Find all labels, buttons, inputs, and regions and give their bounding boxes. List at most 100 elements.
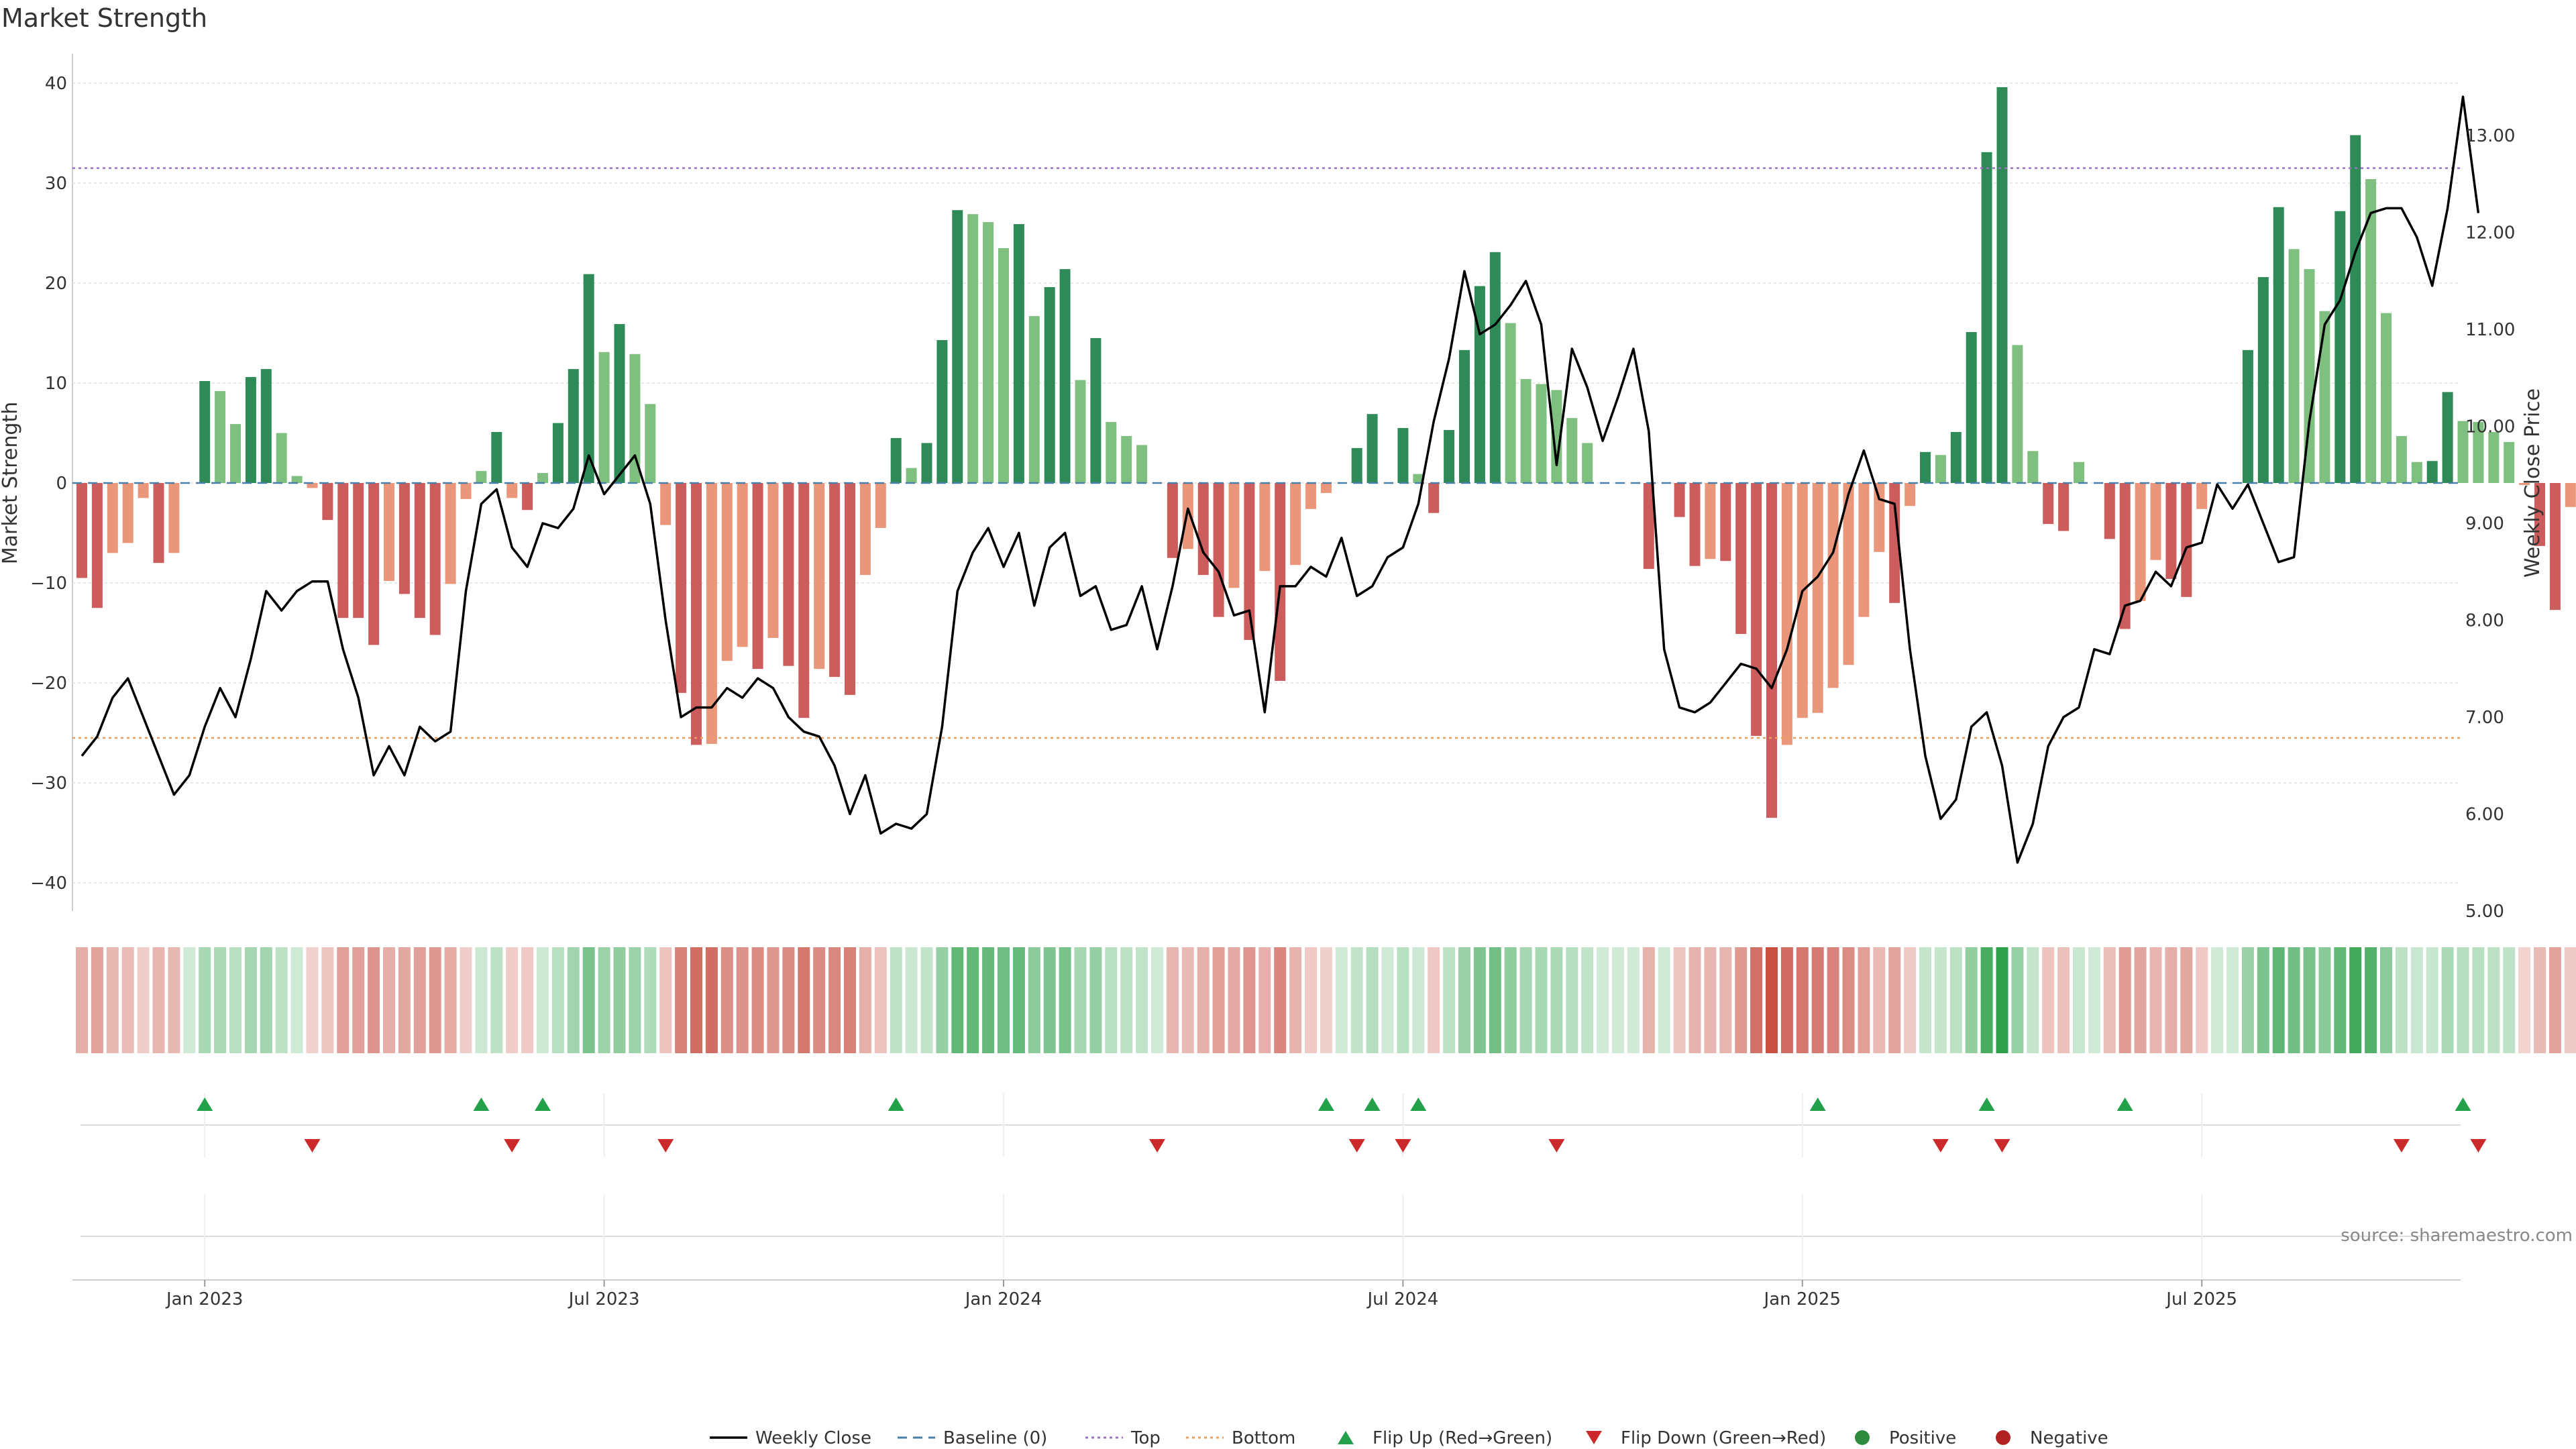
heat-cell [613, 947, 626, 1053]
strength-bar [629, 354, 641, 483]
heat-cell [1811, 947, 1824, 1053]
strength-bar [906, 468, 917, 483]
heat-cell [214, 947, 227, 1053]
strength-bar [1106, 422, 1117, 483]
heat-cell [2073, 947, 2085, 1053]
heat-cell [2211, 947, 2224, 1053]
left-tick-label: 40 [45, 74, 67, 94]
strength-bar [1397, 428, 1409, 483]
heat-cell [260, 947, 272, 1053]
strength-bar [2473, 422, 2484, 483]
heat-cell [2303, 947, 2316, 1053]
strength-bar [2534, 483, 2545, 546]
heat-cell [1012, 947, 1025, 1053]
legend-item: Flip Up (Red→Green) [1338, 1428, 1552, 1448]
right-tick-label: 6.00 [2465, 805, 2504, 825]
heat-cell [199, 947, 211, 1053]
strength-bar [1981, 152, 1992, 483]
strength-bar [1228, 483, 1240, 588]
strength-bar [1551, 390, 1562, 483]
flip-down-marker [504, 1139, 521, 1152]
strength-bar [859, 483, 871, 576]
strength-bar [1843, 483, 1854, 665]
heat-cell [828, 947, 841, 1053]
right-axis-label: Weekly Close Price [2521, 388, 2544, 578]
heat-cell [1074, 947, 1087, 1053]
heat-cell [352, 947, 365, 1053]
heat-cell [2318, 947, 2331, 1053]
heat-cell [2226, 947, 2239, 1053]
legend-item: Bottom [1186, 1428, 1295, 1448]
strength-bar [168, 483, 180, 553]
heat-cell [736, 947, 749, 1053]
heat-cell [1750, 947, 1763, 1053]
heat-cell [874, 947, 887, 1053]
x-axis-ticks: Jan 2023 Jul 2023 Jan 2024 Jul 2024 Jan 2025… [72, 1279, 2461, 1309]
strength-bar [2426, 461, 2438, 483]
strength-bar [2519, 483, 2530, 485]
flip-down-marker [1395, 1139, 1411, 1152]
strength-bar [614, 324, 625, 483]
strength-bar [2058, 483, 2070, 531]
heat-cell [2349, 947, 2362, 1053]
flip-down-marker [1994, 1139, 2010, 1152]
strength-bar [1858, 483, 1870, 617]
strength-bar [460, 483, 472, 499]
strength-bar [1275, 483, 1286, 682]
strength-bar [2381, 313, 2392, 483]
strength-bar [1305, 483, 1316, 509]
flip-down-marker [304, 1139, 321, 1152]
heat-cell [398, 947, 411, 1053]
heat-cell [229, 947, 241, 1053]
heat-cell [1504, 947, 1517, 1053]
right-axis-ticks: 13.00 12.00 11.00 10.00 9.00 8.00 7.00 6.00 5.00 [2465, 126, 2515, 922]
legend-label: Flip Down (Green→Red) [1621, 1428, 1826, 1448]
strength-heat-strip [76, 947, 2576, 1053]
strength-bar [645, 404, 656, 483]
strength-bar [1197, 483, 1209, 576]
strength-bar [153, 483, 164, 564]
heat-cell [290, 947, 303, 1053]
strength-bar [2442, 392, 2453, 483]
strength-bar [1121, 435, 1132, 483]
strength-bar [2074, 462, 2084, 483]
heat-cell [183, 947, 196, 1053]
heat-cell [690, 947, 702, 1053]
heat-cell [490, 947, 503, 1053]
strength-bar [2457, 421, 2469, 483]
strength-bar [2104, 483, 2115, 539]
heat-cell [2548, 947, 2561, 1053]
strength-bar [1044, 286, 1055, 483]
left-axis-ticks: 40 30 20 10 0 −10 −20 −30 −40 [30, 74, 67, 894]
strength-bar [138, 483, 149, 498]
heat-cell [1305, 947, 1317, 1053]
strength-bar [537, 473, 548, 483]
heat-cell [168, 947, 180, 1053]
heat-cell [1965, 947, 1978, 1053]
strength-bar [2242, 350, 2253, 483]
flip-up-marker [1318, 1097, 1334, 1111]
heat-cell [2165, 947, 2178, 1053]
strength-bar [337, 483, 349, 619]
heat-cell [1949, 947, 1962, 1053]
heat-cell [1166, 947, 1179, 1053]
heat-cell [152, 947, 165, 1053]
strength-bar [2027, 451, 2039, 483]
strength-bar [1259, 483, 1271, 572]
heat-cell [2180, 947, 2193, 1053]
strength-bar [122, 483, 133, 543]
strength-bar [2119, 483, 2131, 629]
chart-title: Market Strength [1, 3, 207, 33]
heat-cell [1366, 947, 1379, 1053]
heat-cell [1412, 947, 1425, 1053]
strength-bar [1796, 483, 1808, 718]
flip-up-marker [2116, 1097, 2133, 1111]
left-tick-label: 20 [45, 274, 67, 294]
legend-swatch [1855, 1430, 1870, 1445]
legend-item: Flip Down (Green→Red) [1586, 1428, 1826, 1448]
right-tick-label: 13.00 [2465, 126, 2515, 146]
heat-cell [1858, 947, 1870, 1053]
legend-label: Weekly Close [755, 1428, 871, 1448]
heat-cell [1581, 947, 1594, 1053]
strength-bar [1489, 252, 1501, 483]
